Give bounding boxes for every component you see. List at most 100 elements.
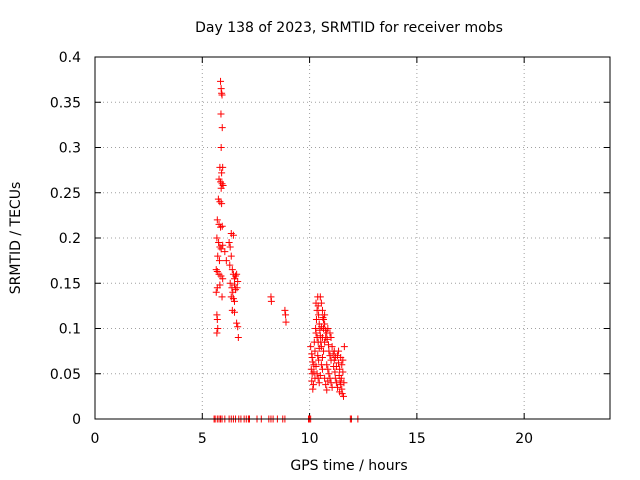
data-point (234, 277, 242, 285)
data-point (332, 363, 340, 371)
data-point (339, 392, 347, 400)
data-point (309, 385, 317, 393)
data-point (218, 91, 226, 99)
data-point (330, 347, 338, 355)
data-point (218, 169, 226, 177)
data-point (230, 308, 238, 316)
plot-frame (94, 56, 611, 420)
data-point (226, 279, 234, 287)
data-point (226, 243, 234, 251)
data-point (267, 297, 275, 305)
data-point (323, 335, 331, 343)
data-point (318, 306, 326, 314)
data-point (222, 257, 230, 265)
y-axis-label: SRMTID / TECUs (8, 182, 24, 295)
data-point (233, 270, 241, 278)
data-point (316, 372, 324, 380)
data-point (323, 386, 331, 394)
x-tick-labels: 0 5 10 15 20 (91, 431, 534, 447)
data-point (327, 334, 335, 342)
data-point (338, 361, 346, 369)
data-point (337, 374, 345, 382)
data-point (212, 266, 220, 274)
data-point (318, 353, 326, 361)
data-point (233, 319, 241, 327)
data-point (214, 252, 222, 260)
data-point (312, 325, 320, 332)
data-point (311, 374, 319, 382)
y-tick-label: 0.3 (59, 141, 81, 157)
data-point (219, 275, 227, 283)
data-point (281, 306, 289, 314)
data-point (337, 381, 345, 389)
data-point (282, 318, 290, 326)
data-point (324, 377, 332, 385)
y-tick-label: 0.25 (50, 186, 81, 202)
y-tick-label: 0.4 (59, 50, 81, 66)
data-point (228, 266, 236, 274)
data-point (317, 299, 325, 307)
data-point (314, 338, 322, 346)
data-point (217, 144, 225, 151)
data-point (217, 178, 225, 186)
data-point (314, 352, 322, 360)
data-point (326, 352, 334, 360)
data-point (213, 234, 221, 242)
data-point (212, 288, 220, 296)
data-point (325, 370, 333, 378)
y-tick-label: 0.2 (59, 231, 81, 247)
data-point (217, 245, 225, 253)
data-point (217, 184, 225, 192)
data-point (234, 323, 242, 331)
data-point (232, 286, 240, 294)
data-point (309, 381, 317, 389)
data-point (318, 334, 326, 342)
x-tick-label: 0 (91, 431, 100, 447)
data-point (321, 311, 329, 319)
y-tick-label: 0.15 (50, 276, 81, 292)
data-point (315, 311, 323, 319)
data-point (335, 359, 343, 367)
data-point (339, 356, 347, 364)
data-point (218, 124, 226, 132)
data-point (213, 216, 221, 224)
data-point (218, 293, 226, 301)
data-point (216, 198, 224, 206)
data-point (213, 284, 221, 292)
data-point (336, 388, 344, 396)
data-point (221, 248, 229, 256)
data-points (210, 77, 362, 423)
data-point (230, 297, 238, 305)
data-point (315, 379, 323, 387)
data-point (326, 329, 334, 337)
data-point (318, 365, 326, 373)
data-point (310, 368, 318, 376)
data-point (217, 223, 225, 231)
data-point (308, 353, 316, 361)
data-point (215, 257, 223, 265)
chart-title: Day 138 of 2023, SRMTID for receiver mob… (195, 20, 503, 36)
x-axis-label: GPS time / hours (290, 458, 407, 474)
axis-ticks (94, 56, 610, 420)
data-point (316, 293, 324, 301)
data-point (312, 315, 320, 323)
data-point (313, 370, 321, 378)
data-point (218, 222, 226, 230)
data-point (215, 239, 223, 247)
data-point (218, 200, 226, 208)
data-point (226, 261, 234, 269)
data-point (331, 368, 339, 376)
data-point (217, 77, 225, 85)
data-point (213, 329, 221, 337)
x-tick-label: 5 (198, 431, 207, 447)
data-point (225, 239, 233, 247)
grid-lines (95, 57, 610, 419)
data-point (217, 110, 225, 118)
data-point (229, 231, 237, 239)
data-point (320, 315, 328, 323)
data-point (233, 284, 241, 292)
data-point (315, 344, 323, 352)
x-tick-label: 10 (301, 431, 319, 447)
data-point (232, 272, 240, 280)
y-tick-labels: 0 0.05 0.1 0.15 0.2 0.25 0.3 0.35 0.4 (50, 50, 81, 428)
